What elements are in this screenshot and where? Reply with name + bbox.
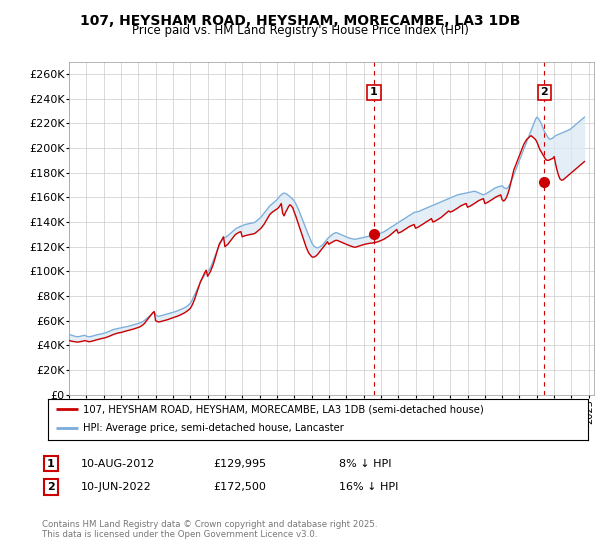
Text: 2: 2 [541,87,548,97]
Text: Price paid vs. HM Land Registry's House Price Index (HPI): Price paid vs. HM Land Registry's House … [131,24,469,37]
Text: 107, HEYSHAM ROAD, HEYSHAM, MORECAMBE, LA3 1DB: 107, HEYSHAM ROAD, HEYSHAM, MORECAMBE, L… [80,14,520,28]
Text: 10-AUG-2012: 10-AUG-2012 [81,459,155,469]
Text: HPI: Average price, semi-detached house, Lancaster: HPI: Average price, semi-detached house,… [83,423,344,433]
Text: £172,500: £172,500 [213,482,266,492]
Text: 2: 2 [47,482,55,492]
Text: 8% ↓ HPI: 8% ↓ HPI [339,459,391,469]
Text: Contains HM Land Registry data © Crown copyright and database right 2025.
This d: Contains HM Land Registry data © Crown c… [42,520,377,539]
Text: 1: 1 [47,459,55,469]
Text: 16% ↓ HPI: 16% ↓ HPI [339,482,398,492]
Text: £129,995: £129,995 [213,459,266,469]
Text: 1: 1 [370,87,378,97]
Text: 107, HEYSHAM ROAD, HEYSHAM, MORECAMBE, LA3 1DB (semi-detached house): 107, HEYSHAM ROAD, HEYSHAM, MORECAMBE, L… [83,404,484,414]
Text: 10-JUN-2022: 10-JUN-2022 [81,482,152,492]
